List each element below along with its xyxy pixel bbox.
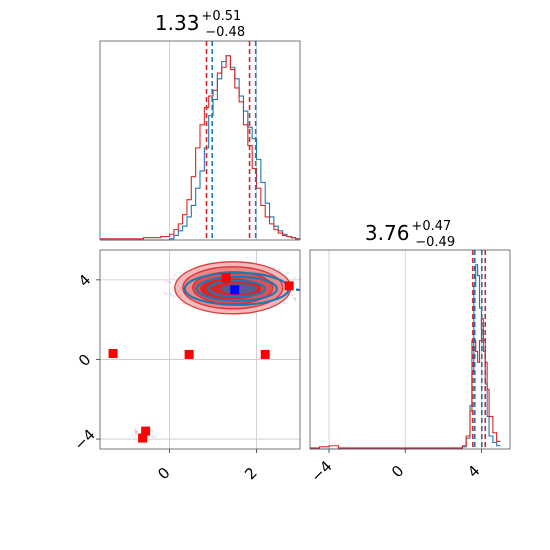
histogram-series	[310, 264, 501, 450]
sample-point	[170, 293, 173, 296]
grid	[169, 41, 257, 240]
marker-red	[284, 281, 294, 291]
sample-point	[287, 271, 289, 274]
markers	[108, 273, 294, 443]
marker-red	[221, 273, 231, 283]
contour-blue	[207, 279, 266, 298]
y-tick-label: −4	[71, 426, 99, 454]
y-tick-labels: 4 0 −4	[71, 271, 100, 454]
sample-point	[134, 428, 137, 430]
x-tick-labels: −4 0 4	[307, 449, 484, 486]
sample-point	[165, 293, 168, 295]
histogram-line	[310, 264, 501, 450]
grid	[100, 250, 300, 449]
marker-red	[138, 433, 148, 443]
sample-point	[151, 429, 154, 432]
marker-red	[260, 349, 270, 359]
marginal-hist-2: 3.76 +0.47 −0.49 −4 0 4	[307, 219, 511, 486]
sample-point	[173, 274, 176, 277]
sample-point	[135, 433, 138, 435]
histogram-series	[100, 55, 300, 241]
quantile-lines	[205, 41, 257, 240]
sample-point	[182, 302, 184, 305]
marginal-title-2: 3.76 +0.47 −0.49	[365, 219, 455, 250]
y-tick-label: 0	[75, 350, 94, 369]
marker-red	[184, 349, 194, 359]
grid	[328, 250, 482, 449]
sample-point	[151, 435, 154, 438]
contour-blue	[195, 275, 278, 302]
sample-point	[134, 429, 136, 432]
x-tick-label: 2	[241, 464, 260, 483]
marginal-title-1: 1.33 +0.51 −0.48	[155, 9, 245, 40]
quantile-lines	[472, 250, 487, 449]
sample-point	[278, 268, 281, 271]
sample-point	[293, 277, 296, 279]
sample-point	[171, 277, 174, 279]
y-tick-label: 4	[75, 271, 94, 290]
x-tick-label: 4	[464, 462, 483, 481]
x-tick-label: −4	[307, 457, 335, 485]
sample-point	[163, 291, 166, 294]
axes-frame	[99, 249, 301, 450]
sample-point	[294, 299, 297, 302]
contour-fill	[134, 261, 302, 442]
histogram-line	[310, 318, 501, 449]
sample-point	[172, 295, 175, 297]
x-tick-label: 0	[154, 464, 173, 483]
marker-red	[141, 426, 151, 436]
sample-point	[293, 297, 296, 300]
axes-frame	[309, 249, 511, 450]
marker-red	[108, 348, 118, 358]
sample-point	[283, 302, 286, 305]
marginal-hist-1: 1.33 +0.51 −0.48	[99, 9, 301, 241]
axes-frame	[99, 40, 301, 241]
sample-point	[272, 266, 275, 269]
histogram-line	[100, 55, 300, 240]
marker-blue	[230, 285, 240, 295]
sample-point	[167, 281, 170, 284]
x-tick-label: 0	[388, 462, 407, 481]
sample-point	[291, 294, 294, 297]
sample-point	[154, 435, 156, 438]
sample-point	[165, 280, 167, 283]
sample-point	[170, 281, 172, 284]
